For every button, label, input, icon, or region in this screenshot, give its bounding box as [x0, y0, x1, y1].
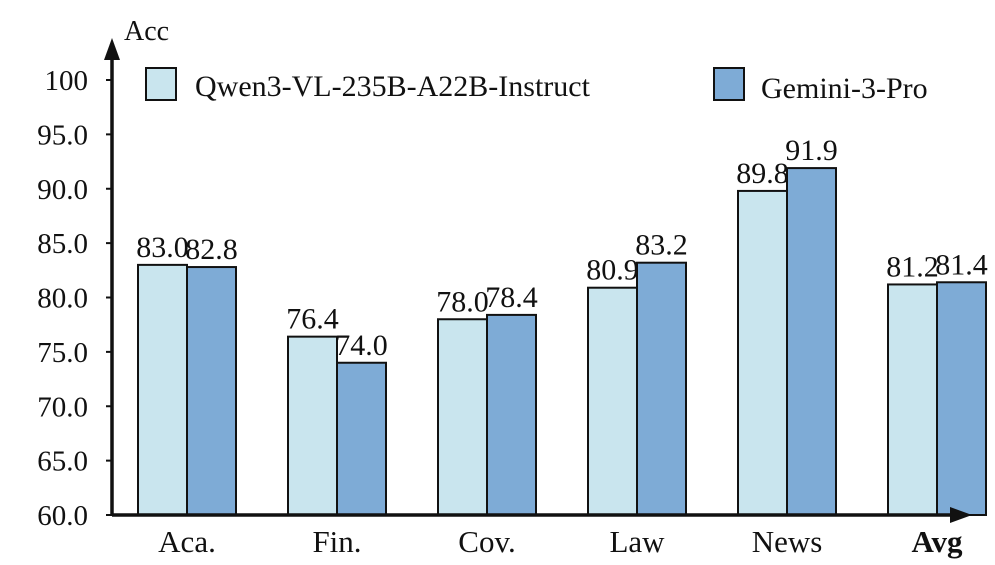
value-label: 81.4 — [935, 248, 988, 281]
x-tick-label: News — [752, 524, 823, 559]
bar-gemini-news — [786, 167, 837, 516]
value-label: 80.9 — [586, 254, 639, 287]
category-labels: Aca. Fin. Cov. Law News Avg — [158, 524, 963, 559]
y-tick-label: 100 — [45, 65, 89, 97]
y-axis-ticks: 60.0 65.0 70.0 75.0 80.0 85.0 90.0 95.0 100 — [37, 65, 112, 532]
legend: Qwen3-VL-235B-A22B-Instruct Gemini-3-Pro — [145, 67, 928, 105]
value-label: 82.8 — [185, 233, 238, 266]
y-tick-label: 65.0 — [37, 446, 88, 478]
x-axis-arrow-icon — [950, 507, 972, 523]
x-tick-label: Avg — [911, 524, 963, 559]
y-tick-label: 95.0 — [37, 119, 88, 151]
bar-qwen-fin — [287, 335, 338, 516]
y-tick-label: 70.0 — [37, 391, 88, 423]
y-tick-label: 60.0 — [37, 500, 88, 532]
bar-qwen-aca — [137, 263, 188, 516]
value-label: 78.4 — [485, 281, 538, 314]
bar-qwen-law — [587, 286, 638, 516]
legend-swatch-qwen — [145, 67, 177, 101]
bars — [137, 167, 987, 517]
bar-qwen-news — [737, 189, 788, 517]
x-tick-label: Aca. — [158, 524, 216, 559]
value-label: 81.2 — [886, 250, 939, 283]
bar-gemini-law — [636, 261, 687, 517]
y-tick-label: 85.0 — [37, 228, 88, 260]
x-tick-label: Cov. — [458, 524, 515, 559]
bar-gemini-cov — [486, 313, 537, 516]
y-axis-label: Acc — [124, 16, 169, 47]
value-label: 83.2 — [635, 229, 688, 262]
value-label: 74.0 — [335, 329, 388, 362]
bar-qwen-cov — [437, 318, 488, 516]
legend-label-qwen: Qwen3-VL-235B-A22B-Instruct — [195, 70, 591, 103]
y-axis-arrow-icon — [104, 38, 120, 60]
y-tick-label: 80.0 — [37, 283, 88, 315]
bar-gemini-fin — [336, 361, 387, 516]
bar-gemini-aca — [186, 266, 237, 516]
bar-qwen-avg — [887, 283, 938, 517]
legend-label-gemini: Gemini-3-Pro — [761, 72, 928, 105]
value-label: 89.8 — [736, 157, 789, 190]
value-label: 76.4 — [286, 303, 339, 336]
value-label: 83.0 — [136, 231, 189, 264]
value-labels: 83.082.8 76.474.0 78.078.4 80.983.2 89.891.9… — [136, 134, 988, 362]
y-tick-label: 90.0 — [37, 174, 88, 206]
bar-gemini-avg — [936, 281, 987, 516]
y-tick-label: 75.0 — [37, 337, 88, 369]
value-label: 91.9 — [785, 134, 838, 167]
x-tick-label: Fin. — [312, 524, 361, 559]
legend-swatch-gemini — [713, 67, 745, 101]
value-label: 78.0 — [436, 285, 489, 318]
x-tick-label: Law — [609, 524, 665, 559]
